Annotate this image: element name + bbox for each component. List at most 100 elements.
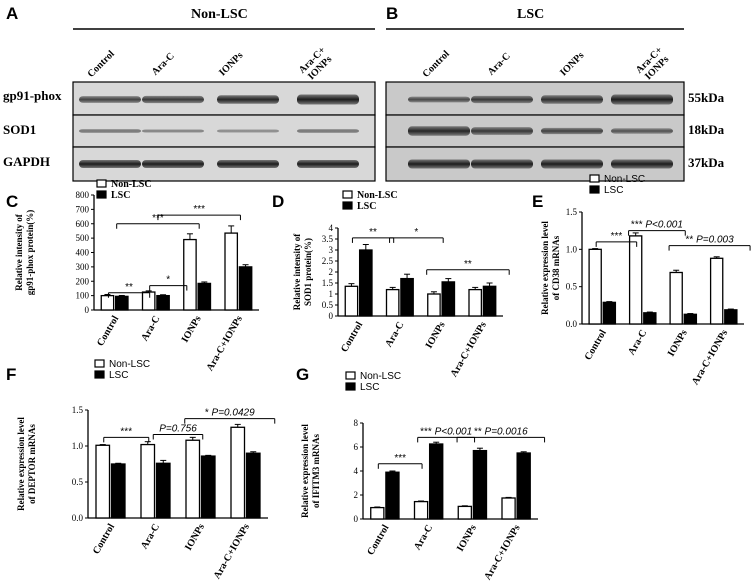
lane-text-b-0-0: Control [421,48,452,79]
legend-label-E-1: LSC [604,185,623,196]
band-a-1-2 [217,129,279,133]
bar-E-1-2 [683,313,698,325]
xtick-E-3: Ara-C+IONPs [690,328,730,387]
bar-G-1-1 [428,443,444,520]
ytick-label-G-2: 4 [354,466,359,476]
bar-E-1-1 [643,312,657,325]
bar-F-0-3 [230,426,246,519]
sig-text-C-0: ** [125,282,133,293]
band-a-1-0 [79,128,141,134]
ylabel-line-E-1: of CD38 mRNAs [551,235,561,300]
sig-text-E-1: *** P<0.001 [631,220,683,231]
ytick-label-G-0: 0 [354,514,359,524]
bar-D-1-3 [482,285,497,317]
lane-text-a-1-0: Ara-C [150,51,177,78]
band-a-2-0 [79,159,141,169]
panel-letter-E: E [532,192,543,211]
sig-text-G-2: ** P=0.0016 [474,426,528,437]
ytick-label-E-2: 1.0 [566,244,578,254]
bar-F-0-1 [140,443,156,519]
xtick-D-1: Ara-C [383,320,406,349]
xtick-label-E-0: Control [583,328,609,362]
bar-G-0-0 [370,506,385,520]
xtick-label-C-2: IONPs [180,314,204,345]
xtick-label-G-2: IONPs [455,523,479,554]
bar-C-1-3 [238,266,253,311]
sig-text-C-3: *** [193,204,205,215]
legend-swatch-E-0 [589,174,600,183]
band-a-2-1 [142,159,204,169]
legend-label-F-0: Non-LSC [109,359,150,370]
sig-text-F-2: * P=0.0429 [205,408,255,419]
legend-swatch-E-1 [589,185,600,194]
lane-text-a-0-0: Control [86,48,117,79]
sig-text-E-2: ** P=0.003 [686,235,735,246]
panel-letter-C: C [6,192,18,211]
xtick-C-0: Control [95,314,121,348]
bar-E-1-0 [602,301,617,325]
ylabel-F: Relative expression level of DEPTOR mRNAs [16,417,37,511]
xtick-C-3: Ara-C+IONPs [205,314,245,373]
xtick-label-F-1: Ara-C [139,522,162,551]
sig-text-G-1: *** P<0.001 [420,426,472,437]
band-a-2-2 [217,159,279,169]
ytick-label-D-4: 2 [329,267,334,277]
bar-D-0-1 [385,288,400,317]
legend-label-D-0: Non-LSC [357,190,398,201]
bar-F-1-1 [155,462,171,519]
xtick-label-F-0: Control [91,522,117,556]
band-a-2-3 [297,159,359,169]
chart-G: G 0 2 4 6 8 Relative expression level of IFITM3… [296,365,546,582]
ytick-label-D-3: 1.5 [322,278,334,288]
lane-text-b-1-0: Ara-C [486,51,513,78]
bar-G-0-2 [457,505,473,520]
lane-label-b-2: IONPs [558,50,586,78]
ytick-label-D-0: 0 [329,311,334,321]
ytick-label-G-1: 2 [354,490,359,500]
xtick-F-2: IONPs [183,522,207,553]
band-a-1-3 [297,128,359,134]
ytick-label-E-3: 1.5 [566,207,578,217]
xtick-label-D-0: Control [339,320,365,354]
xtick-G-0: Control [365,523,391,557]
ylabel-C: Relative intensity of gp91-phox protein(%… [14,210,35,296]
bar-E-0-2 [669,271,683,325]
bar-C-0-1 [141,291,156,311]
xtick-label-E-2: IONPs [666,328,690,359]
ylabel-G: Relative expression level of IFITM3 mRNAs [300,424,321,518]
row-label-sod1: SOD1 [3,122,36,137]
panel-letter-D: D [272,192,284,211]
sig-text-D-0: ** [369,227,377,238]
legend-label-G-0: Non-LSC [360,371,401,382]
xtick-G-2: IONPs [455,523,479,554]
ytick-label-C-5: 500 [76,233,90,243]
kda-37: 37kDa [688,155,725,170]
bar-D-1-1 [400,277,414,317]
legend-label-F-1: LSC [109,370,128,381]
ylabel-E: Relative expression level of CD38 mRNAs [540,221,561,315]
bar-G-1-3 [516,452,531,520]
ytick-label-D-1: 0.5 [322,300,334,310]
xtick-C-2: IONPs [180,314,204,345]
band-b-0-3 [611,94,673,105]
sig-text-F-0: *** [120,426,132,437]
bar-D-1-2 [441,281,456,317]
band-a-0-2 [217,95,279,104]
legend-label-C-1: LSC [111,190,130,201]
legend-swatch-D-0 [342,190,353,199]
band-b-2-3 [611,159,673,169]
bar-F-1-0 [110,463,126,519]
lane-label-b-1: Ara-C [486,51,513,78]
legend-swatch-F-1 [94,370,105,379]
band-b-0-2 [541,95,603,104]
bar-E-0-3 [709,257,724,325]
ylabel-line-D-0: Relative intensity of [292,233,302,310]
xtick-label-F-3: Ara-C+IONPs [212,522,252,581]
xtick-label-G-1: Ara-C [412,523,435,552]
panel-letter-B: B [386,4,398,23]
lane-label-a-2: IONPs [217,50,245,78]
ytick-label-F-0: 0.0 [72,513,84,523]
lane-label-a-3: Ara-C+IONPs [297,45,334,83]
